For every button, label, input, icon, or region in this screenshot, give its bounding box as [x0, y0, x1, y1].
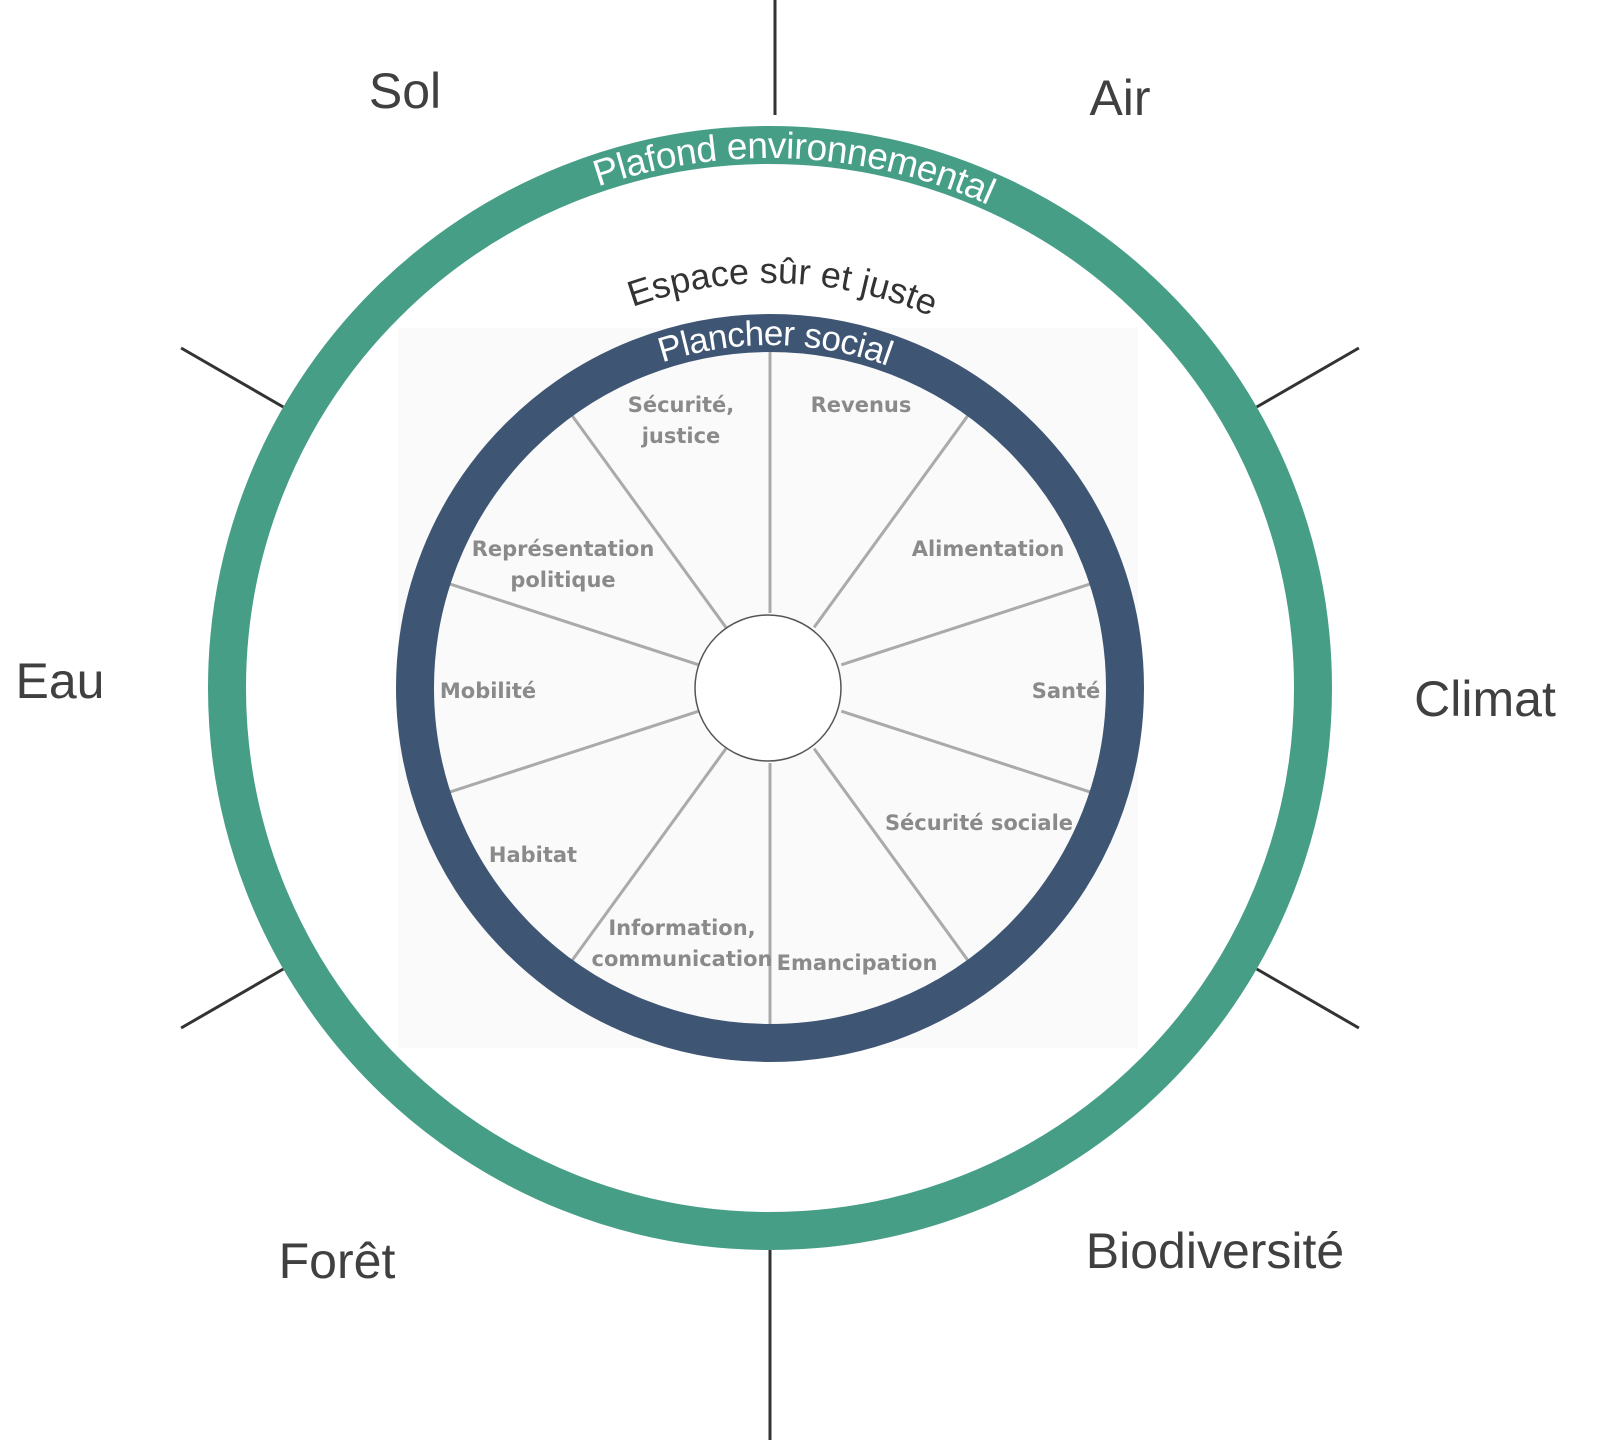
outer-label: Biodiversité [1086, 1223, 1344, 1279]
sector-label: Alimentation [912, 537, 1065, 561]
inner-spoke [570, 747, 728, 963]
sector-label-line: Alimentation [912, 537, 1065, 561]
sector-label: Revenus [811, 393, 912, 417]
outer-label: Eau [16, 653, 105, 709]
inner-spoke [840, 582, 1092, 667]
sector-labels: Sécurité, justice Revenus Alimentation Santé… [440, 393, 1100, 975]
sector-label: Habitat [489, 843, 577, 867]
sector-label-line: Représentation [472, 537, 655, 561]
sector-label-line: Information, [608, 916, 755, 940]
sector-label: Mobilité [440, 679, 536, 703]
outer-label: Forêt [279, 1233, 396, 1289]
sector-label-line: Mobilité [440, 679, 536, 703]
outer-label: Air [1089, 70, 1150, 126]
outer-label: Sol [369, 63, 441, 119]
inner-spokes [448, 350, 1092, 1026]
sector-label-line: justice [641, 424, 721, 448]
outer-spoke [1255, 346, 1360, 409]
sector-label: Santé [1032, 679, 1101, 703]
outer-spoke [180, 346, 285, 409]
sector-label-line: Sécurité sociale [885, 811, 1073, 835]
sector-label-line: Revenus [811, 393, 912, 417]
outer-label: Climat [1414, 671, 1556, 727]
outer-spoke [1255, 967, 1360, 1030]
center-circle [694, 614, 842, 762]
sector-label: Représentation politique [472, 537, 655, 592]
sector-label-line: politique [510, 568, 615, 592]
ceiling-label-path: Plafond environnemental [588, 124, 1002, 211]
sector-label-line: Santé [1032, 679, 1101, 703]
sector-label-line: Emancipation [777, 951, 938, 975]
space-label: Espace sûr et juste [622, 250, 944, 324]
floor-ring [396, 314, 1144, 1062]
inner-spoke [570, 413, 728, 629]
inner-spoke [448, 582, 700, 667]
sector-label-line: Habitat [489, 843, 577, 867]
sector-label: Sécurité sociale [885, 811, 1073, 835]
ceiling-ring [208, 126, 1332, 1250]
inner-spoke [448, 709, 700, 794]
inner-spoke [812, 747, 970, 963]
ceiling-label: Plafond environnemental [588, 124, 1002, 211]
sector-label: Information, communication [592, 916, 773, 971]
inner-spoke [840, 709, 1092, 794]
sector-label: Sécurité, justice [628, 393, 735, 448]
space-label-path: Espace sûr et juste [622, 250, 944, 324]
sector-label-line: Sécurité, [628, 393, 735, 417]
outer-spokes [180, 0, 1360, 1440]
outer-spoke [180, 967, 285, 1030]
sector-label-line: communication [592, 947, 773, 971]
sector-label: Emancipation [777, 951, 938, 975]
inner-spoke [812, 413, 970, 629]
